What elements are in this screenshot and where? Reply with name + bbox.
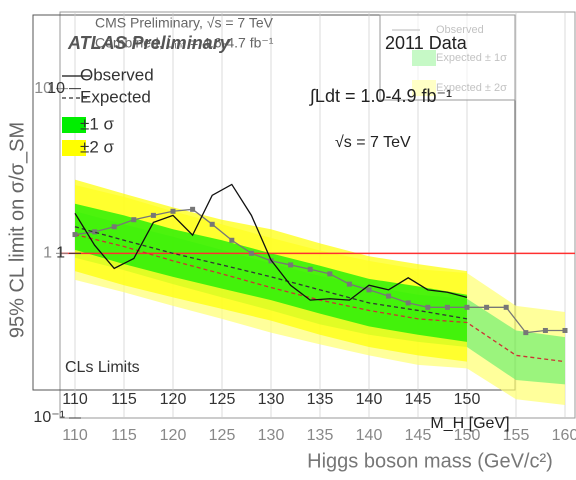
y-tick-label: 1 bbox=[43, 245, 52, 262]
marker bbox=[542, 327, 548, 333]
legend-label: Expected bbox=[80, 87, 151, 106]
marker bbox=[484, 304, 490, 310]
y-tick-label: 10 bbox=[34, 80, 52, 97]
marker bbox=[562, 327, 568, 333]
x-tick-label: 135 bbox=[307, 391, 334, 408]
marker bbox=[111, 224, 117, 230]
x-tick-label: 150 bbox=[454, 427, 481, 444]
x-tick-label: 145 bbox=[405, 427, 432, 444]
x-tick-label: 160 bbox=[552, 427, 576, 444]
x-tick-label: 145 bbox=[405, 391, 432, 408]
x-tick-label: 140 bbox=[356, 427, 383, 444]
atlas-x-axis-label: M_H [GeV] bbox=[430, 415, 509, 432]
marker bbox=[229, 237, 235, 243]
x-tick-label: 115 bbox=[111, 427, 137, 444]
marker bbox=[190, 206, 196, 212]
y-axis-label: 95% CL limit on σ/σ_SM bbox=[6, 122, 28, 338]
x-tick-label: 135 bbox=[307, 427, 334, 444]
marker bbox=[72, 232, 78, 238]
marker bbox=[503, 304, 509, 310]
marker bbox=[366, 287, 372, 293]
marker bbox=[307, 266, 313, 272]
marker bbox=[405, 300, 411, 306]
x-tick-label: 115 bbox=[111, 391, 137, 408]
y-tick-label: 10⁻¹ bbox=[33, 409, 65, 426]
x-tick-label: 155 bbox=[503, 427, 530, 444]
marker bbox=[386, 293, 392, 299]
x-tick-label: 150 bbox=[454, 391, 481, 408]
legend-swatch bbox=[62, 140, 86, 156]
legend-label: ±1 σ bbox=[80, 114, 115, 133]
line bbox=[74, 183, 468, 301]
y-tick-label: 1 bbox=[56, 245, 65, 262]
legend-label: Observed bbox=[80, 65, 154, 84]
x-tick-label: 120 bbox=[160, 391, 187, 408]
band bbox=[75, 203, 467, 342]
cms-title: CMS Preliminary, √s = 7 TeV bbox=[95, 15, 274, 31]
energy: √s = 7 TeV bbox=[335, 134, 411, 151]
bands bbox=[74, 12, 566, 418]
x-tick-label: 110 bbox=[62, 427, 88, 444]
cms-legend-box bbox=[379, 14, 516, 101]
lines bbox=[60, 183, 575, 363]
x-tick-label: 120 bbox=[160, 427, 187, 444]
marker bbox=[288, 262, 294, 268]
marker bbox=[131, 217, 137, 223]
plot-layer: 110115120125130135140145150155160110Expe… bbox=[33, 12, 576, 444]
x-axis-label: Higgs boson mass (GeV/c²) bbox=[307, 450, 553, 472]
legend-label: ±2 σ bbox=[80, 137, 115, 156]
marker bbox=[92, 229, 98, 235]
marker bbox=[464, 304, 470, 310]
x-tick-label: 140 bbox=[356, 391, 383, 408]
marker bbox=[444, 304, 450, 310]
cms-frame bbox=[59, 11, 576, 419]
marker bbox=[170, 208, 176, 214]
line bbox=[74, 226, 468, 320]
marker bbox=[346, 281, 352, 287]
marker bbox=[425, 304, 431, 310]
atlas-title: ATLAS Preliminary bbox=[67, 33, 231, 53]
method: CLs Limits bbox=[65, 359, 140, 376]
marker bbox=[209, 221, 215, 227]
marker bbox=[327, 271, 333, 277]
x-tick-label: 130 bbox=[258, 391, 285, 408]
x-tick-label: 130 bbox=[258, 427, 285, 444]
marker bbox=[523, 330, 529, 336]
x-tick-label: 125 bbox=[209, 427, 236, 444]
atlas-frame bbox=[32, 14, 516, 391]
line bbox=[74, 233, 566, 363]
marker bbox=[248, 250, 254, 256]
y-tick-label: 10 bbox=[47, 80, 65, 97]
marker bbox=[150, 212, 156, 218]
legend-swatch bbox=[62, 117, 86, 133]
line bbox=[74, 208, 565, 334]
x-tick-label: 110 bbox=[62, 391, 88, 408]
atlas-subtitle: 2011 Data bbox=[385, 33, 468, 53]
luminosity: ∫Ldt = 1.0-4.9 fb⁻¹ bbox=[308, 86, 452, 106]
cms-subtitle: Combined, Lᵢₙₜ = 4.6-4.7 fb⁻¹ bbox=[95, 35, 274, 51]
x-tick-label: 125 bbox=[209, 391, 236, 408]
